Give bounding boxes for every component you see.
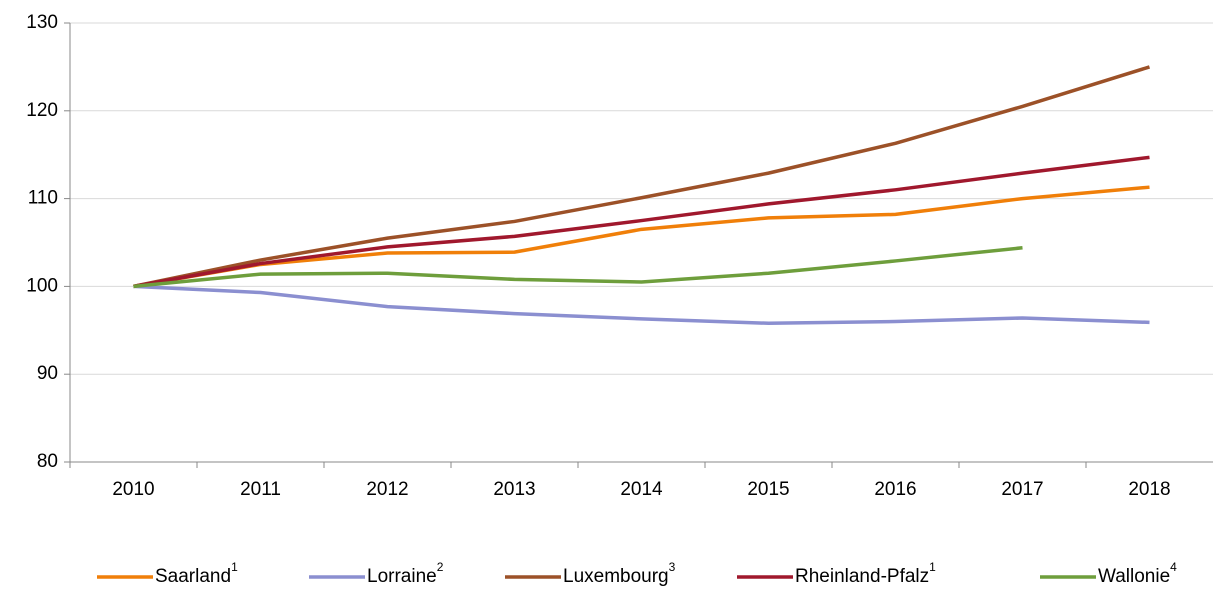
x-tick-label: 2015 <box>747 479 789 500</box>
series-line <box>133 185 1150 289</box>
y-tick-label: 100 <box>26 275 58 296</box>
legend-name: Lorraine <box>367 566 437 587</box>
x-tick-label: 2017 <box>1001 479 1043 500</box>
series-line <box>133 246 1023 289</box>
y-tick-label: 130 <box>26 12 58 33</box>
legend-name: Saarland <box>155 566 231 587</box>
x-tick-label: 2016 <box>874 479 916 500</box>
legend-label: Luxembourg3 <box>563 560 676 587</box>
legend-superscript: 1 <box>929 560 936 574</box>
x-tick-label: 2013 <box>493 479 535 500</box>
legend-name: Wallonie <box>1098 566 1170 587</box>
y-tick-label: 110 <box>28 188 58 209</box>
series-line <box>133 284 1150 326</box>
legend-superscript: 4 <box>1170 560 1177 574</box>
series-line <box>133 65 1151 289</box>
x-tick-label: 2011 <box>240 479 281 500</box>
legend-label: Rheinland-Pfalz1 <box>795 560 936 587</box>
legend-label: Saarland1 <box>155 560 238 587</box>
x-tick-label: 2014 <box>620 479 663 500</box>
legend-superscript: 2 <box>437 560 444 574</box>
legend-superscript: 1 <box>231 560 238 574</box>
legend-label: Lorraine2 <box>367 560 444 587</box>
x-tick-label: 2012 <box>366 479 408 500</box>
y-tick-label: 80 <box>37 451 58 472</box>
x-tick-label: 2018 <box>1128 479 1170 500</box>
legend-superscript: 3 <box>669 560 676 574</box>
y-tick-label: 120 <box>26 100 58 121</box>
legend-name: Luxembourg <box>563 566 669 587</box>
legend-label: Wallonie4 <box>1098 560 1177 587</box>
x-tick-label: 2010 <box>112 479 154 500</box>
y-tick-label: 90 <box>37 363 58 384</box>
legend-name: Rheinland-Pfalz <box>795 566 929 587</box>
series-line <box>133 155 1150 289</box>
